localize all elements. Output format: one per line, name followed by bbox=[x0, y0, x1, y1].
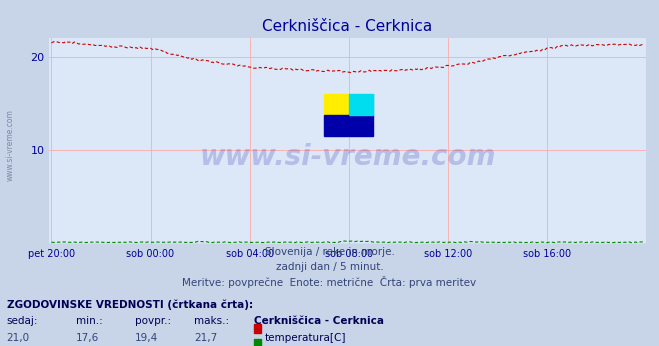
Title: Cerkniščica - Cerknica: Cerkniščica - Cerknica bbox=[262, 19, 433, 34]
Text: www.si-vreme.com: www.si-vreme.com bbox=[200, 144, 496, 172]
Text: 21,0: 21,0 bbox=[7, 333, 30, 343]
Text: 17,6: 17,6 bbox=[76, 333, 99, 343]
Polygon shape bbox=[349, 94, 374, 115]
Text: min.:: min.: bbox=[76, 316, 103, 326]
Bar bbox=[324, 115, 374, 136]
Text: Cerkniščica - Cerknica: Cerkniščica - Cerknica bbox=[254, 316, 384, 326]
Text: Slovenija / reke in morje.: Slovenija / reke in morje. bbox=[264, 247, 395, 257]
Text: 21,7: 21,7 bbox=[194, 333, 217, 343]
Text: sedaj:: sedaj: bbox=[7, 316, 38, 326]
Text: ZGODOVINSKE VREDNOSTI (črtkana črta):: ZGODOVINSKE VREDNOSTI (črtkana črta): bbox=[7, 299, 252, 310]
Text: povpr.:: povpr.: bbox=[135, 316, 171, 326]
Text: www.si-vreme.com: www.si-vreme.com bbox=[5, 109, 14, 181]
Text: Meritve: povprečne  Enote: metrične  Črta: prva meritev: Meritve: povprečne Enote: metrične Črta:… bbox=[183, 276, 476, 289]
Polygon shape bbox=[349, 94, 374, 115]
Text: maks.:: maks.: bbox=[194, 316, 229, 326]
Bar bbox=[324, 94, 349, 115]
Text: temperatura[C]: temperatura[C] bbox=[264, 333, 346, 343]
Text: 19,4: 19,4 bbox=[135, 333, 158, 343]
Text: zadnji dan / 5 minut.: zadnji dan / 5 minut. bbox=[275, 262, 384, 272]
